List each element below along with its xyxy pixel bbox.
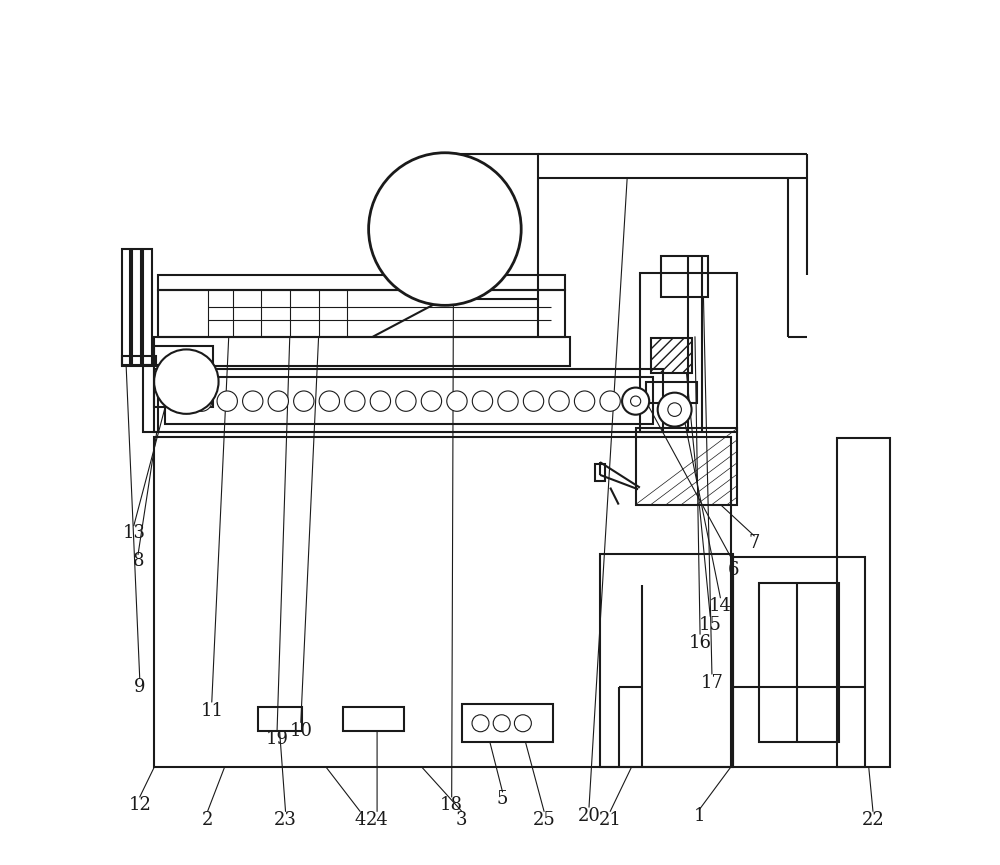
- Text: 3: 3: [456, 811, 468, 829]
- Bar: [646, 381, 697, 403]
- Bar: [154, 336, 570, 367]
- Text: 5: 5: [497, 790, 508, 808]
- Circle shape: [217, 391, 237, 411]
- Bar: [154, 368, 663, 432]
- Bar: [837, 439, 890, 767]
- Bar: [122, 249, 130, 367]
- Bar: [462, 704, 553, 742]
- Circle shape: [658, 393, 692, 426]
- Text: 23: 23: [274, 811, 297, 829]
- Text: 7: 7: [749, 534, 760, 552]
- Circle shape: [166, 391, 186, 411]
- Text: 8: 8: [132, 553, 144, 570]
- Circle shape: [600, 391, 620, 411]
- Bar: [640, 273, 737, 432]
- Circle shape: [493, 714, 510, 732]
- Text: 10: 10: [289, 722, 312, 740]
- Circle shape: [622, 388, 649, 414]
- Circle shape: [625, 391, 646, 411]
- Circle shape: [447, 391, 467, 411]
- Circle shape: [472, 391, 493, 411]
- Bar: [651, 337, 692, 373]
- Text: 17: 17: [700, 674, 723, 692]
- Circle shape: [319, 391, 340, 411]
- Circle shape: [523, 391, 544, 411]
- Text: 15: 15: [699, 616, 722, 634]
- Text: 24: 24: [366, 811, 388, 829]
- Text: 22: 22: [862, 811, 884, 829]
- Bar: [636, 428, 737, 504]
- Text: 18: 18: [440, 797, 463, 815]
- Text: 13: 13: [122, 523, 145, 541]
- Text: 2: 2: [202, 811, 213, 829]
- Circle shape: [631, 396, 641, 407]
- Text: 14: 14: [709, 597, 732, 615]
- Circle shape: [370, 391, 391, 411]
- Bar: [154, 346, 213, 407]
- Text: 4: 4: [354, 811, 366, 829]
- Circle shape: [472, 714, 489, 732]
- Bar: [343, 708, 404, 731]
- Text: 19: 19: [266, 730, 289, 748]
- Bar: [122, 356, 156, 365]
- Text: 21: 21: [599, 811, 622, 829]
- Circle shape: [154, 349, 219, 413]
- Bar: [661, 256, 708, 297]
- Bar: [143, 249, 152, 367]
- Circle shape: [514, 714, 531, 732]
- Circle shape: [421, 391, 442, 411]
- Text: 9: 9: [134, 678, 145, 695]
- Text: 16: 16: [689, 634, 712, 651]
- Circle shape: [396, 391, 416, 411]
- Text: 6: 6: [727, 561, 739, 579]
- Bar: [158, 275, 565, 290]
- Circle shape: [498, 391, 518, 411]
- Text: 1: 1: [693, 807, 705, 824]
- Bar: [258, 708, 302, 731]
- Bar: [733, 557, 865, 767]
- Text: 12: 12: [128, 797, 151, 815]
- Circle shape: [268, 391, 288, 411]
- Text: 11: 11: [200, 702, 223, 720]
- Circle shape: [243, 391, 263, 411]
- Bar: [595, 464, 605, 481]
- Text: 25: 25: [533, 811, 555, 829]
- Circle shape: [668, 403, 681, 416]
- Bar: [759, 582, 839, 742]
- Bar: [132, 249, 141, 367]
- Bar: [600, 554, 733, 767]
- Circle shape: [192, 391, 212, 411]
- Circle shape: [294, 391, 314, 411]
- Text: 20: 20: [578, 807, 600, 824]
- Bar: [143, 365, 158, 432]
- Circle shape: [574, 391, 595, 411]
- Circle shape: [549, 391, 569, 411]
- Circle shape: [369, 153, 521, 305]
- Bar: [154, 437, 731, 767]
- Bar: [158, 290, 565, 336]
- Bar: [445, 155, 538, 298]
- Bar: [165, 377, 653, 424]
- Circle shape: [345, 391, 365, 411]
